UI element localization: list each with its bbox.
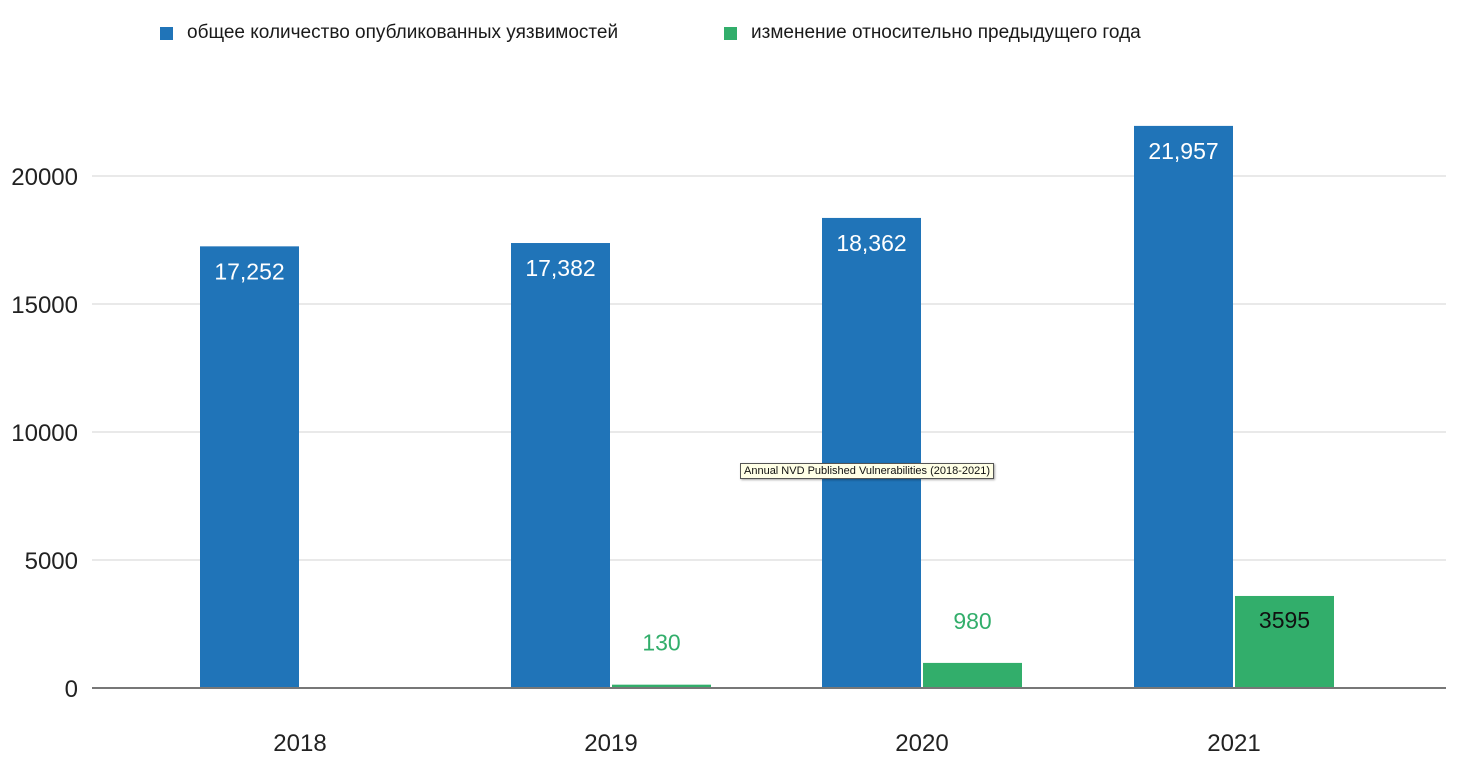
- legend-swatch-total: [160, 26, 173, 40]
- bar-total: [200, 246, 299, 688]
- bar-total: [822, 217, 921, 688]
- data-label-change: 130: [642, 630, 680, 656]
- x-tick-label: 2018: [273, 730, 326, 757]
- data-label-total: 18,362: [836, 230, 906, 256]
- chart-legend: общее количество опубликованных уязвимос…: [0, 22, 1464, 48]
- legend-label-change: изменение относительно предыдущего года: [751, 22, 1141, 43]
- legend-item-total[interactable]: общее количество опубликованных уязвимос…: [160, 22, 618, 44]
- data-label-change: 980: [953, 608, 991, 634]
- y-tick-label: 5000: [25, 548, 78, 575]
- chart-tooltip: Annual NVD Published Vulnerabilities (20…: [740, 463, 995, 479]
- x-tick-label: 2021: [1207, 730, 1260, 757]
- y-tick-label: 15000: [11, 292, 78, 319]
- data-label-total: 21,957: [1148, 138, 1218, 164]
- bar-total: [511, 243, 610, 688]
- x-tick-label: 2019: [584, 730, 637, 757]
- bar-change: [923, 662, 1022, 688]
- data-label-change: 3595: [1259, 607, 1310, 633]
- legend-label-total: общее количество опубликованных уязвимос…: [187, 22, 619, 43]
- bar-change: [1235, 595, 1334, 688]
- y-tick-label: 0: [65, 676, 78, 703]
- x-tick-label: 2020: [895, 730, 948, 757]
- data-label-total: 17,252: [214, 258, 284, 284]
- y-tick-label: 10000: [11, 420, 78, 447]
- y-tick-label: 20000: [11, 164, 78, 191]
- legend-swatch-change: [724, 26, 737, 40]
- bar-total: [1134, 125, 1233, 688]
- data-label-total: 17,382: [525, 255, 595, 281]
- legend-item-change[interactable]: изменение относительно предыдущего года: [724, 22, 1141, 44]
- bar-change: [612, 684, 711, 688]
